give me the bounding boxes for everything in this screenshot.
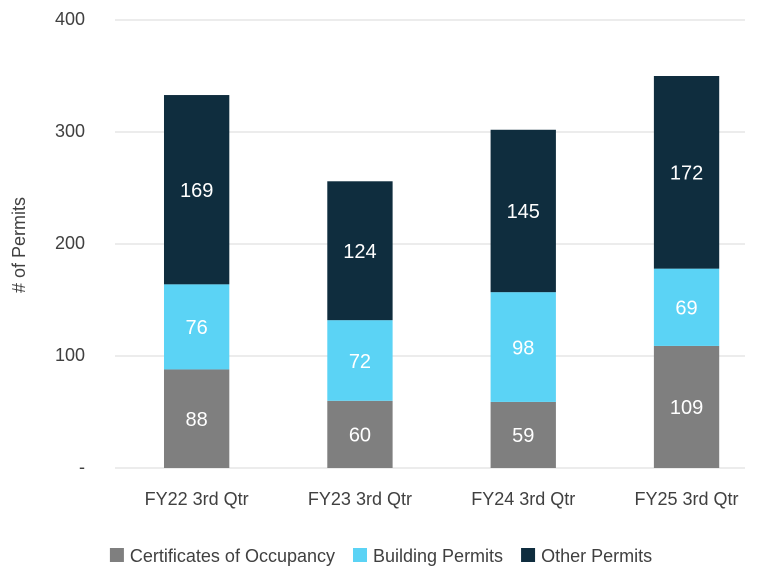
x-tick-label: FY25 3rd Qtr [635,489,739,509]
legend-swatch [521,548,536,562]
data-label: 172 [670,163,703,185]
y-tick-label: 300 [55,121,85,141]
bar-segment [490,129,556,293]
data-label: 145 [507,201,540,223]
legend-swatch [353,548,367,562]
data-label: 109 [670,397,703,419]
bar-segment [653,268,720,346]
y-axis-label: # of Permits [9,197,29,293]
data-label: 169 [180,180,213,202]
x-tick-label: FY24 3rd Qtr [471,489,575,509]
data-label: 98 [512,337,534,359]
y-tick-label: 400 [55,9,85,29]
bar-segment [490,401,556,468]
y-tick-label: - [79,457,85,477]
bar-segment [163,284,230,370]
bar-segment [490,292,556,402]
bar-segment [327,400,393,468]
y-tick-label: 200 [55,233,85,253]
legend-label: Building Permits [373,546,503,566]
data-label: 124 [343,241,376,263]
data-label: 88 [186,409,208,431]
x-tick-label: FY23 3rd Qtr [308,489,412,509]
legend-label: Other Permits [541,546,652,566]
bar-segment [163,95,230,285]
data-label: 59 [512,425,534,447]
data-label: 69 [675,298,697,320]
data-label: 60 [349,425,371,447]
bar-segment [653,345,720,468]
bar-segment [327,181,393,321]
bar-segment [653,76,720,269]
x-tick-label: FY22 3rd Qtr [145,489,249,509]
legend-swatch [109,548,124,562]
data-label: 76 [186,317,208,339]
y-tick-label: 100 [55,345,85,365]
legend-label: Certificates of Occupancy [130,546,335,566]
bar-segment [327,320,393,401]
bar-segment [163,369,230,468]
data-label: 72 [349,351,371,373]
